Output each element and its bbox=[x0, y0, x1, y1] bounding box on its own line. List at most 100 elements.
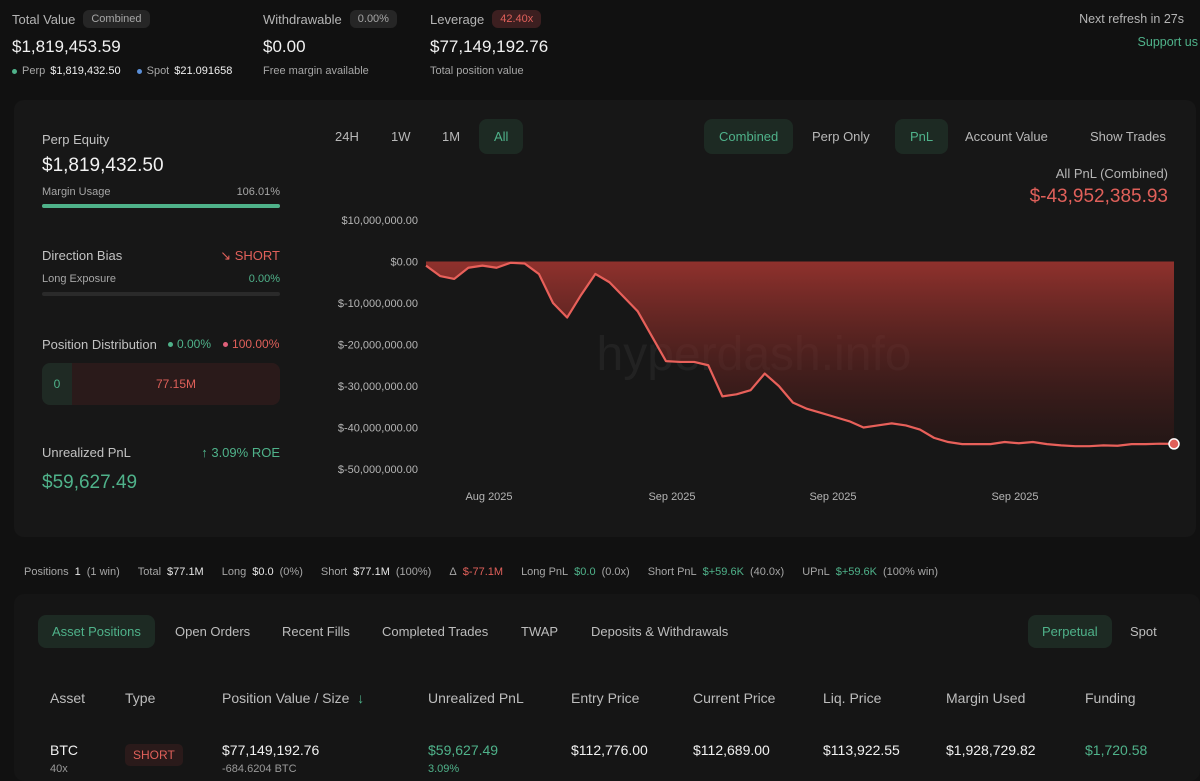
account-value-button[interactable]: Account Value bbox=[965, 129, 1048, 144]
row-position-value: $77,149,192.76 bbox=[222, 742, 320, 758]
total-value-summary: $77.1M bbox=[167, 566, 204, 578]
header-entry-price[interactable]: Entry Price bbox=[571, 690, 640, 706]
positions-count: 1 bbox=[74, 566, 81, 578]
position-distribution-bar: 0 77.15M bbox=[42, 363, 280, 405]
pnl-area bbox=[426, 261, 1174, 447]
leverage-pill: 42.40x bbox=[492, 10, 542, 28]
row-entry-price: $112,776.00 bbox=[571, 742, 648, 758]
leverage-stat: Leverage 42.40x $77,149,192.76 Total posi… bbox=[430, 10, 548, 77]
y-tick-label: $-10,000,000.00 bbox=[338, 298, 418, 310]
spot-dot-icon bbox=[136, 68, 142, 74]
row-leverage: 40x bbox=[50, 763, 68, 775]
pnl-chart: hyperdash.info$10,000,000.00$0.00$-10,00… bbox=[338, 215, 1180, 503]
header-unrealized-pnl[interactable]: Unrealized PnL bbox=[428, 690, 524, 706]
unrealized-pnl-label: Unrealized PnL bbox=[42, 445, 131, 460]
short-pnl-label: Short PnL bbox=[647, 566, 697, 578]
perp-equity-label: Perp Equity bbox=[42, 132, 110, 147]
positions-label: Positions bbox=[24, 566, 69, 578]
range-1w-button[interactable]: 1W bbox=[391, 129, 411, 144]
positions-note: (1 win) bbox=[86, 566, 120, 578]
y-tick-label: $-50,000,000.00 bbox=[338, 464, 418, 476]
position-distribution-label: Position Distribution bbox=[42, 337, 157, 352]
tab-completed-trades[interactable]: Completed Trades bbox=[382, 624, 489, 639]
show-trades-button[interactable]: Show Trades bbox=[1090, 129, 1166, 144]
upnl-label: UPnL bbox=[802, 566, 830, 578]
perp-label: Perp bbox=[22, 65, 46, 77]
long-pnl-label: Long PnL bbox=[521, 566, 569, 578]
x-tick-label: Sep 2025 bbox=[648, 491, 695, 503]
trend-down-icon: ↘ bbox=[220, 248, 232, 263]
x-tick-label: Sep 2025 bbox=[809, 491, 856, 503]
range-1m-button[interactable]: 1M bbox=[442, 129, 461, 144]
dist-short-amount: 77.15M bbox=[72, 363, 280, 405]
total-value: $1,819,453.59 bbox=[12, 37, 121, 56]
delta-label: Δ bbox=[449, 566, 457, 578]
range-24h-button[interactable]: 24H bbox=[335, 129, 359, 144]
withdrawable-label: Withdrawable bbox=[263, 11, 342, 27]
spot-label: Spot bbox=[146, 65, 170, 77]
perp-only-button[interactable]: Perp Only bbox=[812, 129, 870, 144]
long-dot-icon bbox=[168, 341, 173, 347]
y-tick-label: $-20,000,000.00 bbox=[338, 340, 418, 352]
tab-perpetual[interactable]: Perpetual bbox=[1028, 615, 1112, 648]
position-distribution-legend: 0.00% 100.00% bbox=[168, 337, 279, 351]
total-value-stat: Total Value Combined $1,819,453.59 Perp $… bbox=[12, 10, 232, 77]
margin-usage-label: Margin Usage bbox=[42, 186, 111, 198]
leverage-label: Leverage bbox=[430, 11, 485, 27]
spot-value: $21.091658 bbox=[174, 65, 233, 77]
perp-equity-value: $1,819,432.50 bbox=[42, 155, 164, 176]
header-margin-used[interactable]: Margin Used bbox=[946, 690, 1026, 706]
leverage-value: $77,149,192.76 bbox=[430, 37, 549, 56]
direction-bias-value: ↘ SHORT bbox=[220, 248, 280, 263]
tab-twap[interactable]: TWAP bbox=[521, 624, 559, 639]
margin-usage-value: 106.01% bbox=[236, 186, 280, 198]
perp-dot-icon bbox=[12, 68, 17, 74]
tab-deposits-withdrawals[interactable]: Deposits & Withdrawals bbox=[591, 624, 729, 639]
header-asset[interactable]: Asset bbox=[50, 690, 86, 706]
tab-spot[interactable]: Spot bbox=[1130, 624, 1157, 639]
total-value-label: Total Value bbox=[12, 11, 76, 27]
row-upnl: $59,627.49 bbox=[428, 742, 499, 758]
support-link[interactable]: Support us bbox=[1137, 35, 1198, 49]
long-exposure-bar bbox=[42, 292, 280, 296]
long-label: Long bbox=[221, 566, 247, 578]
x-tick-label: Sep 2025 bbox=[991, 491, 1038, 503]
header-funding[interactable]: Funding bbox=[1085, 690, 1136, 706]
perp-value: $1,819,432.50 bbox=[50, 65, 121, 77]
sort-down-icon: ↓ bbox=[357, 690, 365, 706]
direction-bias-label: Direction Bias bbox=[42, 248, 123, 263]
tab-recent-fills[interactable]: Recent Fills bbox=[282, 624, 350, 639]
row-asset[interactable]: BTC bbox=[50, 742, 78, 758]
withdrawable-sub: Free margin available bbox=[263, 65, 369, 77]
roe-value: ↑ 3.09% ROE bbox=[201, 445, 280, 460]
long-value: $0.0 bbox=[252, 566, 274, 578]
summary-header: Total Value Combined $1,819,453.59 Perp $… bbox=[0, 0, 1200, 98]
header-position-value[interactable]: Position Value / Size ↓ bbox=[222, 690, 365, 706]
row-funding: $1,720.58 bbox=[1085, 742, 1148, 758]
pnl-button[interactable]: PnL bbox=[895, 119, 949, 154]
range-all-button[interactable]: All bbox=[479, 119, 524, 154]
tab-asset-positions[interactable]: Asset Positions bbox=[38, 615, 155, 648]
chart-title: All PnL (Combined) bbox=[1055, 166, 1168, 181]
margin-usage-bar bbox=[42, 204, 280, 208]
y-tick-label: $10,000,000.00 bbox=[342, 215, 418, 227]
delta-value: $-77.1M bbox=[462, 566, 504, 578]
tab-open-orders[interactable]: Open Orders bbox=[175, 624, 251, 639]
refresh-timer: Next refresh in 27s bbox=[1079, 12, 1184, 26]
combined-button[interactable]: Combined bbox=[704, 119, 794, 154]
y-tick-label: $0.00 bbox=[390, 257, 418, 269]
header-type[interactable]: Type bbox=[125, 690, 156, 706]
chart-panel: Perp Equity $1,819,432.50 Margin Usage 1… bbox=[14, 100, 1196, 537]
positions-section: Asset Positions Open Orders Recent Fills… bbox=[14, 594, 1200, 781]
combined-pill: Combined bbox=[83, 10, 150, 28]
last-point-marker[interactable] bbox=[1168, 438, 1180, 450]
upnl-value: $+59.6K bbox=[835, 566, 878, 578]
short-value: $77.1M bbox=[353, 566, 390, 578]
header-liq-price[interactable]: Liq. Price bbox=[823, 690, 882, 706]
upnl-note: (100% win) bbox=[883, 566, 939, 578]
withdrawable-stat: Withdrawable 0.00% $0.00 Free margin avai… bbox=[263, 10, 397, 77]
dist-long-amount: 0 bbox=[42, 363, 72, 405]
row-size: -684.6204 BTC bbox=[222, 763, 297, 775]
header-current-price[interactable]: Current Price bbox=[693, 690, 776, 706]
arrow-up-icon: ↑ bbox=[201, 445, 208, 460]
